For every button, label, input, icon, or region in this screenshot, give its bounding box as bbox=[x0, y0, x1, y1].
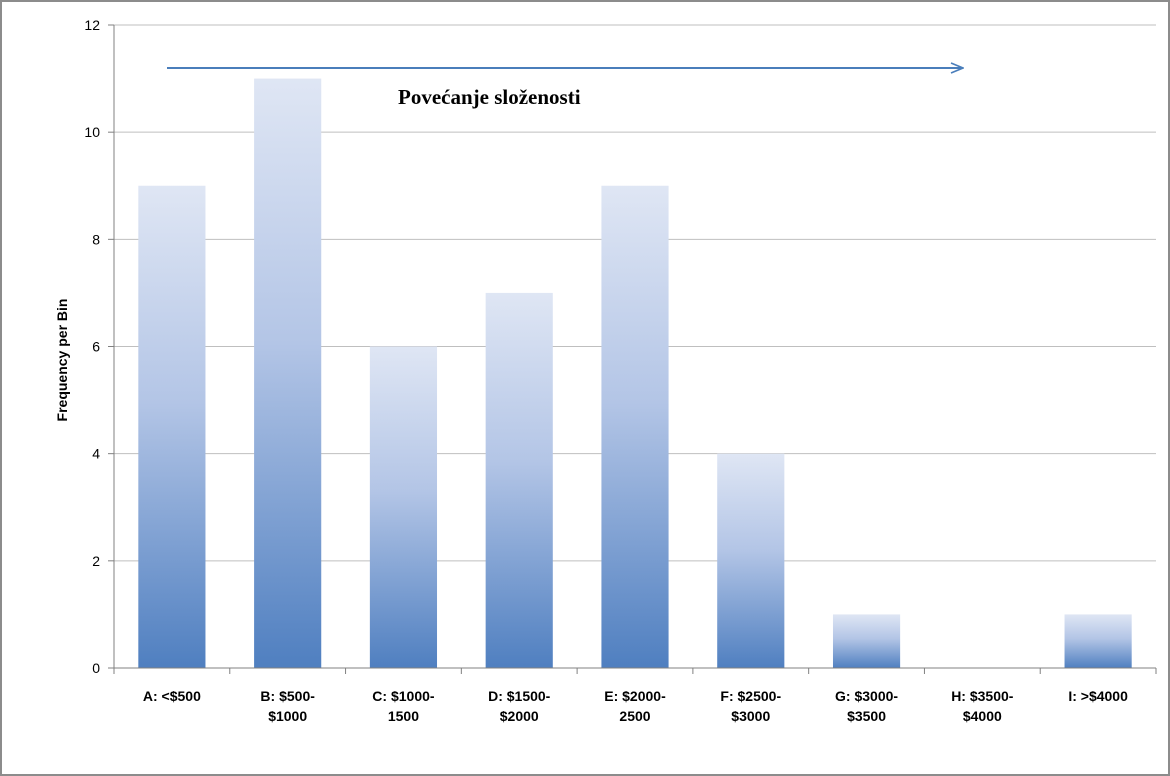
bar bbox=[369, 346, 438, 668]
x-category-label: $1000 bbox=[268, 708, 307, 724]
y-tick-label: 8 bbox=[92, 231, 100, 247]
x-category-label: G: $3000- bbox=[835, 688, 898, 704]
bar bbox=[138, 185, 206, 668]
y-tick-label: 12 bbox=[84, 17, 100, 33]
x-category-label: D: $1500- bbox=[488, 688, 551, 704]
x-category-labels: A: <$500 B: $500- $1000 C: $1000- 1500 D: $15… bbox=[143, 688, 1128, 724]
x-category-label: C: $1000- bbox=[372, 688, 435, 704]
y-tick-label: 2 bbox=[92, 553, 100, 569]
y-tick-label: 4 bbox=[92, 446, 100, 462]
x-category-label: E: $2000- bbox=[604, 688, 666, 704]
bar bbox=[832, 614, 901, 668]
bars bbox=[138, 78, 1132, 669]
bar bbox=[601, 185, 669, 668]
x-category-label: B: $500- bbox=[260, 688, 315, 704]
x-category-label: H: $3500- bbox=[951, 688, 1014, 704]
bar bbox=[254, 78, 322, 669]
y-tick-label: 0 bbox=[92, 660, 100, 676]
x-category-label: 2500 bbox=[619, 708, 650, 724]
x-category-label: A: <$500 bbox=[143, 688, 201, 704]
x-category-label: $3000 bbox=[731, 708, 770, 724]
y-tick-label: 10 bbox=[84, 124, 100, 140]
bar bbox=[1064, 614, 1132, 668]
complexity-annotation: Povećanje složenosti bbox=[398, 85, 581, 109]
x-category-label: $4000 bbox=[963, 708, 1002, 724]
x-category-label: F: $2500- bbox=[720, 688, 781, 704]
axes bbox=[108, 24, 1157, 674]
x-category-label: 1500 bbox=[388, 708, 419, 724]
bar bbox=[485, 292, 553, 668]
y-tick-label: 6 bbox=[92, 339, 100, 355]
y-tick-labels: 0 2 4 6 8 10 12 bbox=[84, 17, 100, 676]
bar bbox=[717, 453, 785, 668]
y-axis-title: Frequency per Bin bbox=[54, 299, 70, 422]
x-category-label: $2000 bbox=[500, 708, 539, 724]
x-category-label: $3500 bbox=[847, 708, 886, 724]
x-category-label: I: >$4000 bbox=[1068, 688, 1128, 704]
